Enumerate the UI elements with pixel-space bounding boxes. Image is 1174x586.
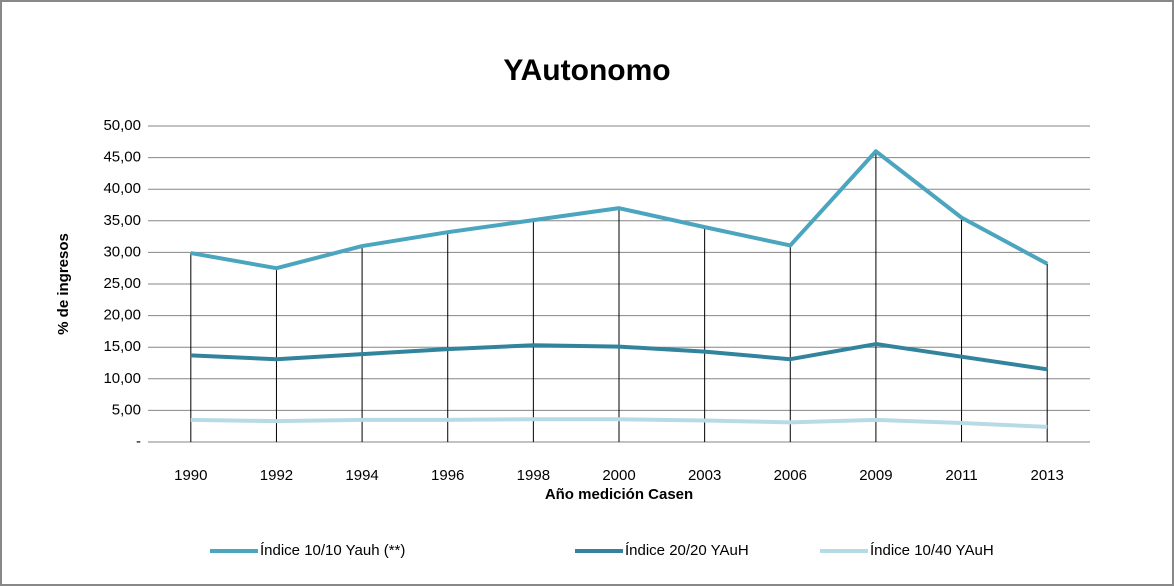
x-tick-label: 2003	[688, 467, 721, 484]
x-tick-label: 1992	[260, 467, 293, 484]
x-tick-label: 1994	[345, 467, 378, 484]
x-tick-label: 2000	[602, 467, 635, 484]
y-tick-label: 50,00	[103, 117, 141, 134]
x-tick-label: 2009	[859, 467, 892, 484]
y-axis-label: % de ingresos	[55, 233, 72, 335]
y-tick-label: 10,00	[103, 370, 141, 387]
x-axis-label: Año medición Casen	[545, 486, 693, 503]
series-line	[190, 342, 1048, 372]
x-tick-label: 1998	[517, 467, 550, 484]
y-tick-label: 5,00	[112, 401, 141, 418]
legend-label: Índice 20/20 YAuH	[625, 542, 749, 559]
x-tick-label: 1996	[431, 467, 464, 484]
legend-label: Índice 10/40 YAuH	[870, 542, 994, 559]
x-tick-label: 2013	[1030, 467, 1063, 484]
chart-title: YAutonomo	[503, 54, 670, 87]
y-tick-label: -	[136, 433, 141, 450]
y-tick-label: 30,00	[103, 243, 141, 260]
x-tick-label: 2006	[774, 467, 807, 484]
y-tick-label: 35,00	[103, 212, 141, 229]
y-tick-label: 40,00	[103, 180, 141, 197]
y-tick-label: 25,00	[103, 275, 141, 292]
x-tick-label: 2011	[945, 467, 977, 484]
y-tick-label: 20,00	[103, 307, 141, 324]
series-line	[190, 149, 1049, 271]
x-tick-label: 1990	[174, 467, 207, 484]
legend-label: Índice 10/10 Yauh (**)	[260, 542, 405, 559]
y-tick-label: 45,00	[103, 149, 141, 166]
y-tick-label: 15,00	[103, 338, 141, 355]
series-line	[190, 417, 1048, 429]
